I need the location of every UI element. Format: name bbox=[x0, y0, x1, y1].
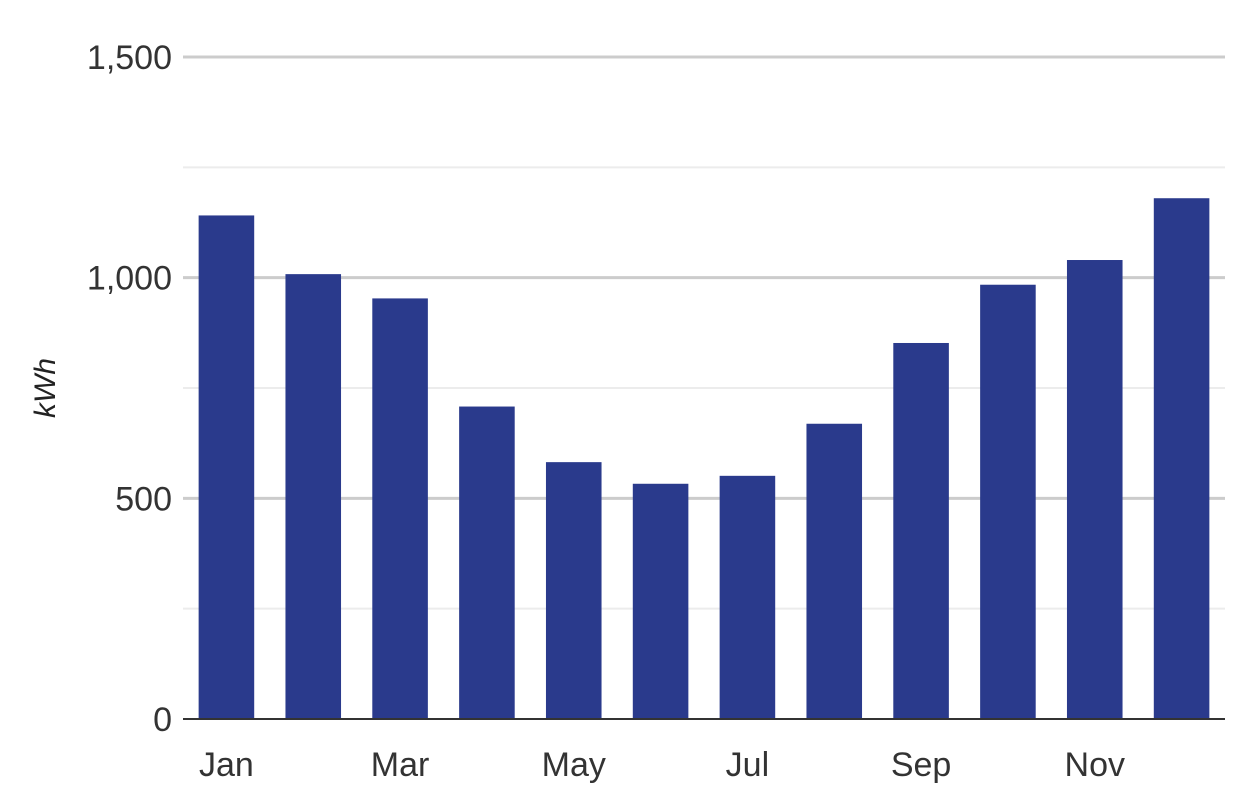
bar-oct bbox=[980, 284, 1036, 719]
x-tick-labels: Jan Mar May Jul Sep Nov bbox=[199, 746, 1125, 784]
bar-nov bbox=[1066, 260, 1123, 719]
x-tick-label: Nov bbox=[1065, 746, 1125, 784]
y-tick-label: 0 bbox=[153, 701, 172, 739]
bar-sep bbox=[893, 342, 949, 719]
x-tick-label: May bbox=[542, 746, 606, 784]
x-tick-label: Jan bbox=[199, 746, 254, 784]
bar-jul bbox=[719, 475, 776, 719]
y-tick-labels: 0 500 1,000 1,500 bbox=[87, 39, 172, 739]
bar-jan bbox=[198, 215, 255, 719]
bar-jun bbox=[632, 483, 689, 719]
bar-apr bbox=[459, 406, 515, 719]
bar-aug bbox=[806, 423, 863, 719]
bars bbox=[198, 198, 1210, 719]
bar-may bbox=[545, 462, 602, 719]
bar-feb bbox=[285, 274, 342, 719]
gridlines bbox=[183, 55, 1225, 610]
y-tick-label: 500 bbox=[115, 480, 172, 518]
y-tick-label: 1,000 bbox=[87, 260, 172, 298]
bar-dec bbox=[1153, 198, 1210, 719]
x-tick-label: Mar bbox=[371, 746, 430, 784]
y-axis-title: kWh bbox=[29, 358, 62, 418]
y-tick-label: 1,500 bbox=[87, 39, 172, 77]
bar-mar bbox=[372, 298, 428, 719]
x-tick-label: Sep bbox=[891, 746, 952, 784]
x-tick-label: Jul bbox=[726, 746, 769, 784]
